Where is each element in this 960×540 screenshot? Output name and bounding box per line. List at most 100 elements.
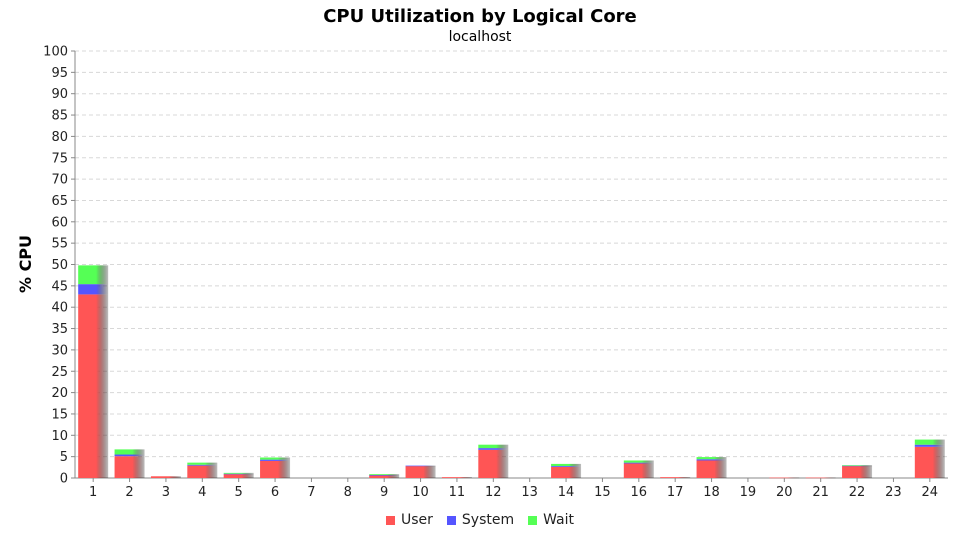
bar-wait-core-2 [114, 449, 145, 455]
y-tick-label: 0 [60, 472, 68, 487]
y-tick-label: 5 [60, 450, 68, 465]
x-tick-label: 4 [198, 485, 206, 500]
bar-user-core-9 [369, 475, 400, 478]
bar-wait-core-22 [842, 465, 873, 466]
bar-wait-core-12 [478, 444, 509, 449]
bar-wait-core-18 [696, 457, 727, 460]
x-tick-label: 23 [885, 485, 902, 500]
legend-label: System [461, 512, 515, 528]
chart-subtitle: localhost [448, 29, 512, 45]
bar-system-core-14 [551, 466, 582, 467]
bar-user-core-14 [551, 466, 582, 478]
bar-user-core-21 [805, 477, 836, 479]
bar-user-core-24 [914, 446, 945, 478]
bar-system-core-10 [405, 465, 436, 467]
x-tick-label: 14 [558, 485, 575, 500]
legend-item-wait: Wait [528, 512, 574, 528]
bar-wait-core-1 [78, 265, 109, 285]
bar-system-core-4 [187, 464, 218, 466]
y-tick-label: 60 [51, 215, 68, 230]
y-tick-label: 75 [51, 151, 68, 166]
x-tick-label: 17 [667, 485, 684, 500]
legend-label: Wait [543, 512, 575, 528]
legend-swatch [446, 515, 456, 525]
bar-system-core-9 [369, 475, 400, 476]
x-tick-label: 20 [776, 485, 793, 500]
legend-item-system: System [446, 512, 515, 528]
bar-user-core-16 [623, 463, 654, 478]
x-tick-label: 10 [412, 485, 429, 500]
legend-swatch [385, 515, 395, 525]
bar-wait-core-5 [223, 472, 254, 474]
bar-system-core-5 [223, 473, 254, 475]
x-tick-label: 22 [849, 485, 866, 500]
x-tick-label: 2 [125, 485, 133, 500]
bar-wait-core-24 [914, 439, 945, 445]
y-tick-label: 10 [51, 429, 68, 444]
bar-system-core-2 [114, 454, 145, 457]
y-tick-label: 40 [51, 301, 68, 316]
bar-user-core-5 [223, 474, 254, 478]
bar-system-core-22 [842, 465, 873, 467]
bar-user-core-11 [441, 477, 472, 478]
x-tick-label: 13 [521, 485, 538, 500]
bars [78, 265, 945, 479]
x-tick-label: 12 [485, 485, 502, 500]
bar-user-core-12 [478, 449, 509, 478]
y-tick-label: 65 [51, 194, 68, 209]
bar-wait-core-16 [623, 460, 654, 463]
bar-wait-core-6 [260, 457, 291, 460]
x-tick-label: 21 [812, 485, 829, 500]
bar-user-core-6 [260, 460, 291, 478]
y-tick-label: 70 [51, 173, 68, 188]
y-axis-label: % CPU [16, 235, 35, 293]
x-tick-label: 3 [162, 485, 170, 500]
bar-system-core-16 [623, 462, 654, 464]
x-tick-label: 5 [235, 485, 243, 500]
y-tick-label: 55 [51, 237, 68, 252]
y-tick-label: 30 [51, 343, 68, 358]
bar-wait-core-4 [187, 462, 218, 465]
legend-item-user: User [385, 512, 433, 528]
bar-system-core-12 [478, 448, 509, 450]
y-tick-label: 80 [51, 130, 68, 145]
axes: 0510152025303540455055606570758085909510… [43, 45, 948, 500]
y-axis-label-group: % CPU [16, 235, 35, 293]
y-tick-label: 90 [51, 87, 68, 102]
bar-system-core-6 [260, 459, 291, 461]
bar-user-core-20 [769, 477, 800, 479]
y-tick-label: 20 [51, 386, 68, 401]
bar-system-core-18 [696, 459, 727, 461]
bar-user-core-2 [114, 456, 145, 478]
x-tick-label: 9 [380, 485, 388, 500]
chart-title: CPU Utilization by Logical Core [323, 6, 637, 27]
x-tick-label: 7 [307, 485, 315, 500]
gridlines [75, 50, 948, 458]
y-tick-label: 85 [51, 109, 68, 124]
y-tick-label: 25 [51, 365, 68, 380]
x-tick-label: 24 [922, 485, 939, 500]
x-tick-label: 18 [703, 485, 720, 500]
bar-user-core-4 [187, 465, 218, 478]
bar-user-core-1 [78, 294, 109, 478]
x-tick-label: 8 [344, 485, 352, 500]
legend-label: User [400, 512, 433, 528]
y-tick-label: 95 [51, 66, 68, 81]
bar-user-core-17 [660, 477, 691, 478]
bar-wait-core-9 [369, 474, 400, 476]
bar-system-core-1 [78, 284, 109, 295]
x-tick-label: 16 [631, 485, 648, 500]
bar-wait-core-14 [551, 463, 582, 467]
x-tick-label: 11 [449, 485, 466, 500]
y-tick-label: 100 [43, 45, 68, 60]
bar-user-core-3 [150, 476, 181, 478]
bar-user-core-10 [405, 466, 436, 478]
legend-swatch [528, 515, 538, 525]
x-tick-label: 6 [271, 485, 279, 500]
y-tick-label: 45 [51, 279, 68, 294]
bar-user-core-18 [696, 460, 727, 478]
y-tick-label: 15 [51, 407, 68, 422]
legend: User System Wait [0, 512, 960, 528]
